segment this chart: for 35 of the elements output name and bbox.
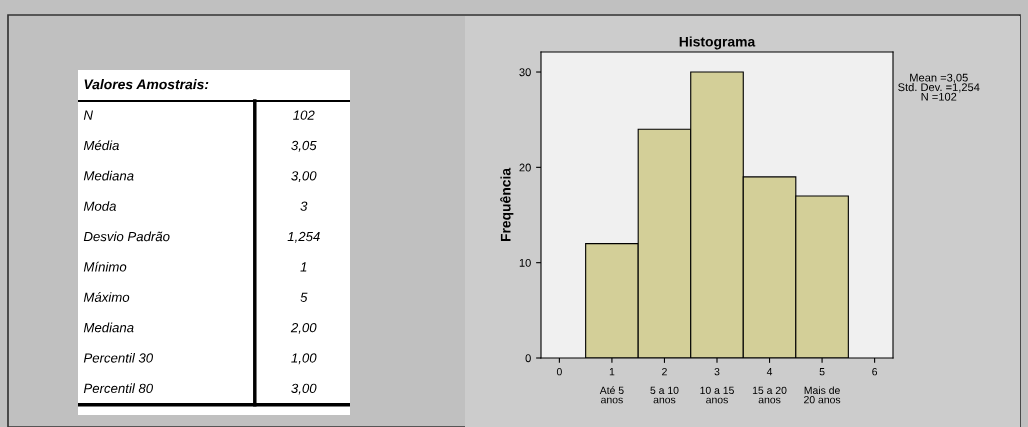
x-tick-label: 2 5 a 10 anos <box>650 368 679 404</box>
text: 2,00 <box>290 322 317 334</box>
text: 1,254 <box>287 231 320 243</box>
text: Mean =3,05 Std. Dev. =1,254 N =102 <box>898 73 980 101</box>
text: Valores Amostrais: <box>84 79 209 90</box>
y-tick-label: 20 <box>519 163 531 172</box>
text: Máximo <box>83 292 130 302</box>
text: 3,05 <box>291 140 317 152</box>
text: Mediana <box>83 170 134 181</box>
y-tick-label: 30 <box>519 68 531 77</box>
text: Mínimo <box>83 261 127 272</box>
text: Desvio Padrão <box>83 231 170 242</box>
text: Percentil 80 <box>83 383 154 394</box>
text: 3,00 <box>291 171 317 183</box>
x-tick-label: 5 Mais de 20 anos <box>804 368 841 404</box>
x-tick-label: 4 15 a 20 anos <box>752 368 787 404</box>
x-tick-label: 6 <box>872 368 878 376</box>
y-tick-label: 10 <box>519 258 531 267</box>
text: 3 <box>300 201 308 211</box>
x-tick-label: 1 Até 5 anos <box>599 368 624 404</box>
y-axis-title: Frequência <box>500 167 514 242</box>
x-tick-label: 0 <box>556 368 562 376</box>
x-tick-label: 3 10 a 15 anos <box>700 368 734 404</box>
text: Moda <box>83 201 116 211</box>
text: Mediana <box>83 322 134 333</box>
text: N <box>83 110 93 120</box>
y-tick-label: 0 <box>525 354 531 363</box>
text: 1 <box>300 262 307 272</box>
text: 5 <box>300 292 308 302</box>
text: Percentil 30 <box>83 352 154 363</box>
text: 3,00 <box>291 383 317 395</box>
chart-title: Histograma <box>679 36 756 50</box>
text: 102 <box>293 110 315 120</box>
text: Média <box>83 140 119 151</box>
text: 1,00 <box>291 353 317 365</box>
